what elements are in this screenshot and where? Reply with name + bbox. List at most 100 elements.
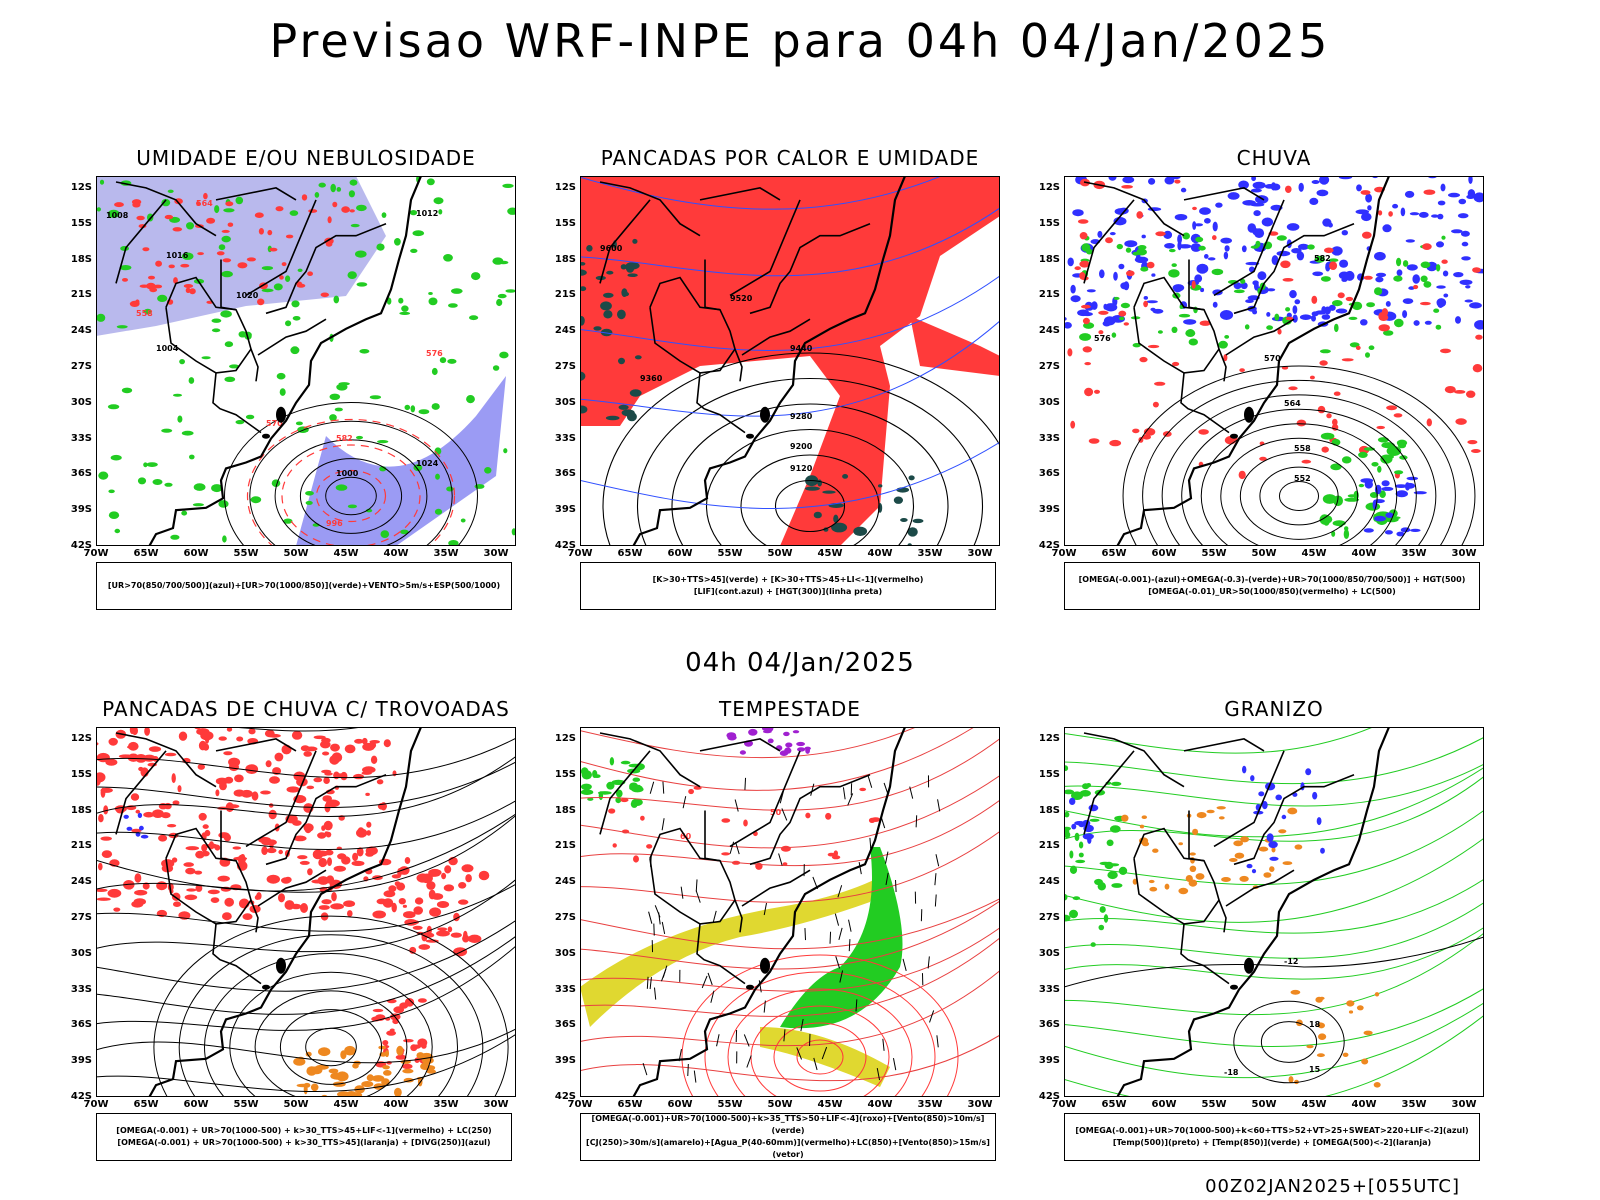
panel-trovoadas: PANCADAS DE CHUVA C/ TROVOADAS 12S 15S 18S…: [71, 697, 536, 1177]
panel-title: UMIDADE E/OU NEBULOSIDADE: [136, 146, 476, 170]
contour-label: 558: [136, 309, 153, 318]
lat-tick-label: 39S: [1038, 504, 1060, 516]
panel-legend: [OMEGA(-0.001)+UR>70(1000-500)+k<60+TTS>…: [1064, 1113, 1480, 1161]
lon-tick-label: 55W: [717, 1099, 743, 1110]
lat-tick-label: 30S: [554, 396, 576, 408]
contour-label: 1012: [416, 209, 438, 218]
panel-umidade: UMIDADE E/OU NEBULOSIDADE 1008 1012 1016 10…: [71, 146, 536, 626]
lat-tick-label: 12S: [70, 181, 92, 193]
lon-tick-label: 30W: [967, 1099, 993, 1110]
lon-tick-label: 70W: [1051, 1099, 1077, 1110]
lat-tick-label: 30S: [554, 947, 576, 959]
lat-tick-label: 21S: [70, 840, 92, 852]
lat-tick-label: 21S: [1038, 840, 1060, 852]
lat-tick-label: 36S: [1038, 1019, 1060, 1031]
lat-tick-label: 39S: [70, 504, 92, 516]
lon-axis: 70W 65W 60W 55W 50W 45W 40W 35W 30W: [1052, 1099, 1484, 1111]
forecast-time-label: 04h 04/Jan/2025: [685, 648, 915, 678]
contour-label: 9200: [790, 442, 813, 451]
lat-tick-label: 21S: [70, 289, 92, 301]
lat-tick-label: 42S: [1038, 540, 1060, 551]
legend-line: [Temp(500)](preto) + [Temp(850)](verde) …: [1112, 1138, 1432, 1147]
lat-tick-label: 42S: [554, 540, 576, 551]
lon-tick-label: 30W: [483, 548, 509, 559]
panel-legend: [K>30+TTS>45](verde) + [K>30+TTS>45+LI<-…: [580, 562, 996, 610]
legend-line: [LIF](cont.azul) + [HGT(300)](linha pret…: [693, 587, 883, 596]
run-info: 00Z02JAN2025+[055UTC]: [1205, 1176, 1460, 1197]
lat-tick-label: 39S: [554, 504, 576, 516]
legend-line: [OMEGA(-0.001) + UR>70(1000-500) + k>30_…: [116, 1126, 492, 1135]
lon-tick-label: 50W: [283, 1099, 309, 1110]
panel-legend: [OMEGA(-0.001)-(azul)+OMEGA(-0.3)-(verde…: [1064, 562, 1480, 610]
lon-tick-label: 70W: [83, 1099, 109, 1110]
legend-line: [OMEGA(-0.001)-(azul)+OMEGA(-0.3)-(verde…: [1078, 575, 1466, 584]
lon-tick-label: 60W: [667, 1099, 693, 1110]
lon-tick-label: 45W: [1301, 548, 1327, 559]
contour-label: 9520: [730, 294, 753, 303]
map-canvas: -12 -18 18 15: [1064, 727, 1484, 1097]
lat-tick-label: 27S: [70, 911, 92, 923]
forecast-map: 50 60 12S 15S 18S 21S 24S 27S 30S 33S 36S 39S 42S: [555, 727, 1000, 1102]
legend-line: [OMEGA(-0.001)+UR>70(1000-500)+k<60+TTS>…: [1075, 1126, 1469, 1135]
lon-tick-label: 45W: [333, 1099, 359, 1110]
lon-tick-label: 45W: [1301, 1099, 1327, 1110]
legend-line: [CJ(250)>30m/s](amarelo)+[Agua_P(40-60mm…: [586, 1138, 990, 1159]
lon-tick-label: 40W: [867, 1099, 893, 1110]
lon-tick-label: 40W: [867, 548, 893, 559]
legend-line: [UR>70(850/700/500)](azul)+[UR>70(1000/8…: [107, 581, 501, 590]
lat-tick-label: 18S: [554, 253, 576, 265]
contour-label: 9120: [790, 464, 813, 473]
contour-label: 50: [770, 808, 782, 817]
contour-label: 9280: [790, 412, 813, 421]
lat-tick-label: 27S: [70, 360, 92, 372]
lon-tick-label: 65W: [1101, 1099, 1127, 1110]
lat-tick-label: 15S: [70, 768, 92, 780]
lat-tick-label: 12S: [554, 732, 576, 744]
lon-tick-label: 35W: [917, 1099, 943, 1110]
lat-tick-label: 18S: [1038, 804, 1060, 816]
lat-tick-label: 15S: [554, 217, 576, 229]
contour-label: 558: [1294, 444, 1311, 453]
contour-label: 996: [326, 519, 343, 528]
legend-line: [OMEGA(-0.01)_UR>50(1000/850)(vermelho) …: [1148, 587, 1396, 596]
lon-tick-label: 50W: [767, 548, 793, 559]
lon-tick-label: 45W: [817, 548, 843, 559]
lat-tick-label: 12S: [70, 732, 92, 744]
lon-tick-label: 65W: [1101, 548, 1127, 559]
contour-label: 576: [426, 349, 443, 358]
lat-tick-label: 42S: [554, 1091, 576, 1102]
lon-tick-label: 70W: [83, 548, 109, 559]
lat-tick-label: 33S: [1038, 983, 1060, 995]
lat-tick-label: 24S: [70, 325, 92, 337]
lat-tick-label: 30S: [1038, 947, 1060, 959]
lat-tick-label: 33S: [554, 983, 576, 995]
panel-title: PANCADAS POR CALOR E UMIDADE: [600, 146, 980, 170]
lat-tick-label: 36S: [70, 468, 92, 480]
lon-tick-label: 30W: [1451, 1099, 1477, 1110]
lat-tick-label: 15S: [70, 217, 92, 229]
contour-label: 1016: [166, 251, 189, 260]
lon-tick-label: 40W: [1351, 548, 1377, 559]
legend-line: [OMEGA(-0.001)+UR>70(1000-500)+k>35_TTS>…: [591, 1114, 985, 1135]
lat-tick-label: 39S: [1038, 1055, 1060, 1067]
panel-title: PANCADAS DE CHUVA C/ TROVOADAS: [102, 697, 510, 721]
lat-tick-label: 33S: [70, 983, 92, 995]
lon-tick-label: 35W: [433, 1099, 459, 1110]
lon-tick-label: 60W: [1151, 1099, 1177, 1110]
contour-label: 1000: [336, 469, 359, 478]
lon-tick-label: 65W: [617, 1099, 643, 1110]
lat-tick-label: 12S: [1038, 181, 1060, 193]
forecast-map: 9600 9520 9440 9360 9280 9200 9120 12S 15S 18S 21S…: [555, 176, 1000, 551]
lon-tick-label: 65W: [617, 548, 643, 559]
lat-tick-label: 18S: [70, 804, 92, 816]
lon-axis: 70W 65W 60W 55W 50W 45W 40W 35W 30W: [1052, 548, 1484, 560]
contour-label: 576: [1094, 334, 1111, 343]
lat-tick-label: 33S: [70, 432, 92, 444]
lat-tick-label: 42S: [70, 1091, 92, 1102]
lat-tick-label: 12S: [1038, 732, 1060, 744]
map-canvas: 582 576 570 564 558 552: [1064, 176, 1484, 546]
lon-tick-label: 40W: [383, 1099, 409, 1110]
lat-tick-label: 39S: [70, 1055, 92, 1067]
